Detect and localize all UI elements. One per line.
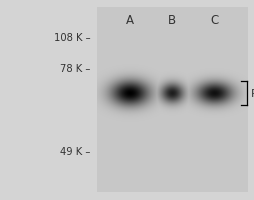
Text: Rad9: Rad9 bbox=[250, 89, 254, 99]
Bar bbox=[97, 8, 246, 192]
Text: B: B bbox=[167, 13, 176, 26]
Text: C: C bbox=[209, 13, 217, 26]
Text: 78 K –: 78 K – bbox=[60, 64, 90, 74]
Text: A: A bbox=[125, 13, 133, 26]
Text: 49 K –: 49 K – bbox=[60, 147, 90, 156]
Text: 108 K –: 108 K – bbox=[54, 32, 90, 42]
